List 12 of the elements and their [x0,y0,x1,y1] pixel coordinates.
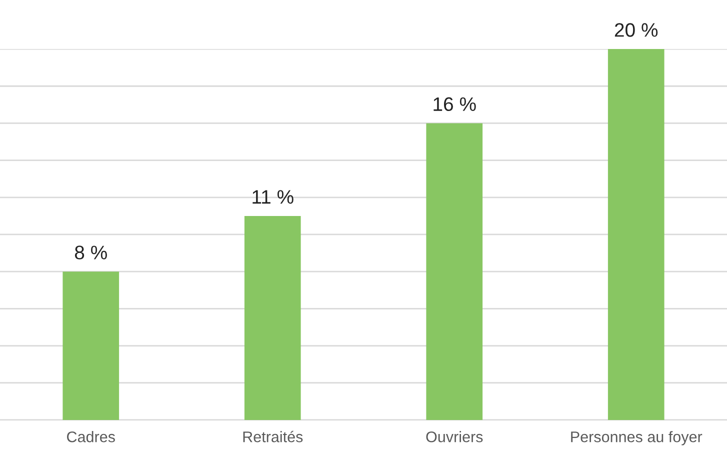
data-label: 11 % [252,190,294,204]
x-tick-label: Ouvriers [426,431,483,442]
bar [426,123,483,420]
data-label: 20 % [614,23,658,37]
x-tick-label: Cadres [67,431,115,442]
x-tick-label: Retraités [243,430,303,442]
bar [244,216,301,420]
data-label: 16 % [434,97,476,112]
data-label: 8 % [74,246,107,260]
x-tick-label: Personnes au foyer [571,431,702,446]
bar [608,49,664,420]
bar [62,272,120,420]
